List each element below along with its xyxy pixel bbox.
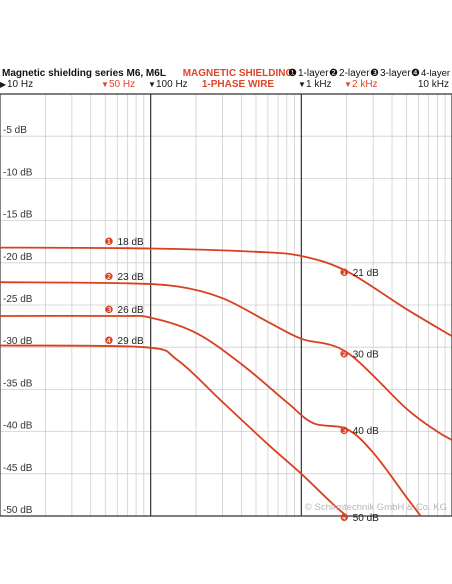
- y-tick-label: -45 dB: [3, 463, 33, 474]
- y-tick-label: -35 dB: [3, 378, 33, 389]
- freq-label-10hz: 10 Hz: [7, 79, 33, 90]
- y-tick-label: -50 dB: [3, 505, 33, 516]
- freq-mark-100hz: ▼: [148, 80, 156, 89]
- watermark: © Schirmtechnik GmbH & Co. KG: [305, 502, 447, 513]
- curve-label-4: ❹ 50 dB: [340, 513, 379, 524]
- curve-layer-1: [0, 246, 452, 337]
- y-tick-label: -5 dB: [3, 125, 27, 136]
- curve-label-marker: ❶: [105, 237, 114, 248]
- curves: [0, 246, 452, 517]
- freq-mark-10hz: ▶: [0, 80, 7, 89]
- frequency-row: ▶ 10 Hz ▼ 50 Hz ▼ 100 Hz ▼ 1 kHz ▼ 2 kHz…: [0, 79, 449, 90]
- legend-mark-2: ❷: [329, 68, 338, 79]
- curve-layer-3: [0, 314, 422, 517]
- freq-mark-1khz: ▼: [298, 80, 306, 89]
- legend-label-1: 1-layer: [298, 68, 329, 79]
- y-tick-label: -25 dB: [3, 294, 33, 305]
- legend-label-4: 4-layer: [421, 68, 450, 79]
- y-tick-label: -10 dB: [3, 167, 33, 178]
- curve-label-text: 40 dB: [353, 426, 379, 437]
- curve-label-2: ❷ 23 dB: [105, 272, 144, 283]
- freq-mark-2khz: ▼: [344, 80, 352, 89]
- legend-label-3: 3-layer: [380, 68, 411, 79]
- curve-layer-4: [0, 344, 348, 517]
- curve-label-marker: ❷: [340, 349, 349, 360]
- freq-label-50hz: 50 Hz: [109, 79, 135, 90]
- curve-label-marker: ❹: [105, 336, 114, 347]
- curve-label-text: 26 dB: [118, 305, 144, 316]
- series-title: Magnetic shielding series M6, M6L: [2, 68, 166, 79]
- curve-layer-2: [0, 281, 452, 441]
- y-tick-label: -20 dB: [3, 252, 33, 263]
- y-tick-label: -15 dB: [3, 210, 33, 221]
- curve-label-1: ❶ 18 dB: [105, 237, 144, 248]
- curve-label-3: ❸ 26 dB: [105, 305, 144, 316]
- curve-labels: ❶ 18 dB ❶ 21 dB ❷ 23 dB ❷ 30 dB ❸ 26 dB ❸ 40 dB ❹ 29 …: [105, 237, 380, 524]
- curve-label-text: 50 dB: [353, 513, 379, 524]
- legend-mark-4: ❹: [411, 68, 420, 79]
- curve-label-marker: ❸: [105, 305, 114, 316]
- layer-legend: ❶ 1-layer ❷ 2-layer ❸ 3-layer ❹ 4-layer: [288, 68, 450, 79]
- curve-label-text: 29 dB: [118, 336, 144, 347]
- legend-label-2: 2-layer: [339, 68, 370, 79]
- curve-label-marker: ❸: [340, 426, 349, 437]
- y-tick-label: -40 dB: [3, 421, 33, 432]
- y-tick-label: -30 dB: [3, 336, 33, 347]
- curve-label-marker: ❷: [105, 272, 114, 283]
- curve-label-3: ❸ 40 dB: [340, 426, 379, 437]
- curve-label-marker: ❶: [340, 268, 349, 279]
- curve-label-text: 18 dB: [118, 237, 144, 248]
- y-tick-labels: -5 dB -10 dB -15 dB -20 dB -25 dB -30 dB -35 d…: [3, 125, 33, 516]
- grid: [0, 93, 452, 517]
- freq-mark-50hz: ▼: [101, 80, 109, 89]
- freq-label-10khz: 10 kHz: [418, 79, 449, 90]
- curve-label-4: ❹ 29 dB: [105, 336, 144, 347]
- curve-label-marker: ❹: [340, 513, 349, 524]
- curve-label-text: 23 dB: [118, 272, 144, 283]
- curve-label-1: ❶ 21 dB: [340, 268, 379, 279]
- legend-mark-1: ❶: [288, 68, 297, 79]
- center-title-line1: MAGNETIC SHIELDING: [183, 68, 294, 79]
- center-title-line2: 1-PHASE WIRE: [202, 79, 275, 90]
- freq-label-100hz: 100 Hz: [156, 79, 188, 90]
- curve-label-text: 21 dB: [353, 268, 379, 279]
- freq-label-2khz: 2 kHz: [352, 79, 378, 90]
- curve-label-2: ❷ 30 dB: [340, 349, 379, 360]
- curve-label-text: 30 dB: [353, 349, 379, 360]
- freq-label-1khz: 1 kHz: [306, 79, 332, 90]
- legend-mark-3: ❸: [370, 68, 379, 79]
